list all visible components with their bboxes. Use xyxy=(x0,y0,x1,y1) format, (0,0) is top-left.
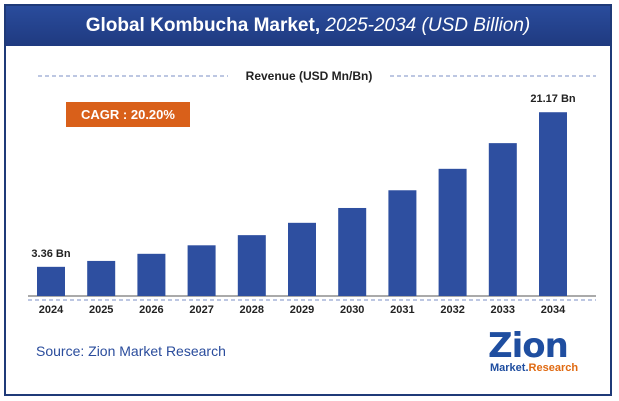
x-tick-label-2031: 2031 xyxy=(390,304,414,316)
data-label-first: 3.36 Bn xyxy=(31,248,70,260)
x-tick-label-2030: 2030 xyxy=(340,304,364,316)
bar-2030 xyxy=(338,207,367,296)
source-note: Source: Zion Market Research xyxy=(36,343,226,359)
x-tick-label-2033: 2033 xyxy=(491,304,515,316)
x-tick-label-2034: 2034 xyxy=(541,304,566,316)
bar-2031 xyxy=(388,190,417,296)
data-label-last: 21.17 Bn xyxy=(530,93,576,105)
chart-title: Global Kombucha Market, xyxy=(85,15,321,36)
bar-2028 xyxy=(237,235,266,296)
x-tick-label-2032: 2032 xyxy=(440,304,464,316)
x-tick-label-2024: 2024 xyxy=(39,304,64,316)
logo-subtext: Market.Research xyxy=(490,362,578,374)
x-tick-label-2028: 2028 xyxy=(240,304,264,316)
bar-2032 xyxy=(438,168,467,296)
bar-2027 xyxy=(187,245,216,296)
logo-sub-research: Research xyxy=(528,362,579,374)
cagr-label: CAGR : 20.20% xyxy=(81,107,175,122)
logo-sub-market: Market. xyxy=(490,362,529,374)
bar-2033 xyxy=(488,143,517,296)
cagr-badge xyxy=(66,102,190,127)
bar-2025 xyxy=(87,260,116,296)
x-tick-label-2025: 2025 xyxy=(89,304,113,316)
bar-2026 xyxy=(137,253,166,296)
logo-wordmark: Zion xyxy=(488,326,569,366)
x-tick-label-2029: 2029 xyxy=(290,304,314,316)
bar-2034 xyxy=(539,112,567,296)
zion-logo: Zion Market.Research xyxy=(476,328,586,378)
chart-title-period: 2025-2034 (USD Billion) xyxy=(325,15,531,36)
title-bar: Global Kombucha Market, 2025-2034 (USD B… xyxy=(6,6,610,46)
chart-subtitle: Revenue (USD Mn/Bn) xyxy=(246,69,373,83)
x-tick-label-2027: 2027 xyxy=(189,304,213,316)
bar-2029 xyxy=(288,222,316,296)
bar-2024 xyxy=(37,266,65,296)
x-tick-label-2026: 2026 xyxy=(139,304,163,316)
